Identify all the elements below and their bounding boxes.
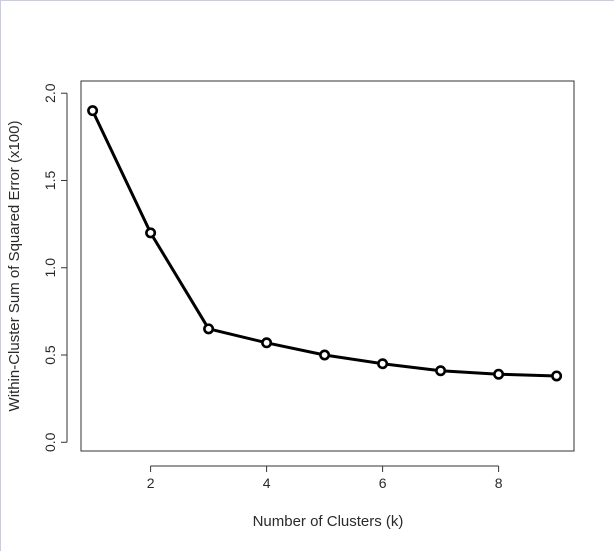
data-point xyxy=(435,365,447,377)
y-tick-label: 0.0 xyxy=(42,432,58,452)
x-tick-label: 4 xyxy=(263,475,271,491)
plot-box xyxy=(80,80,575,452)
x-axis-title: Number of Clusters (k) xyxy=(253,513,404,530)
y-tick-label: 2.0 xyxy=(42,83,58,103)
data-point xyxy=(203,323,215,335)
y-axis-title: Within-Cluster Sum of Squared Error (x10… xyxy=(6,121,23,412)
data-point xyxy=(145,227,157,239)
y-tick-label: 0.5 xyxy=(42,345,58,365)
y-axis: 0.0 0.5 1.0 1.5 2.0 xyxy=(42,83,68,452)
data-point xyxy=(319,349,331,361)
x-axis: 2 4 6 8 xyxy=(147,465,503,491)
series-group xyxy=(87,105,563,382)
data-point xyxy=(377,358,389,370)
data-point xyxy=(551,370,563,382)
y-tick-label: 1.5 xyxy=(42,171,58,191)
series-line xyxy=(91,109,559,378)
data-point xyxy=(261,337,273,349)
data-point xyxy=(87,105,99,117)
x-tick-label: 6 xyxy=(379,475,387,491)
x-tick-label: 2 xyxy=(147,475,155,491)
x-tick-label: 8 xyxy=(495,475,503,491)
data-point xyxy=(493,368,505,380)
y-tick-label: 1.0 xyxy=(42,258,58,278)
